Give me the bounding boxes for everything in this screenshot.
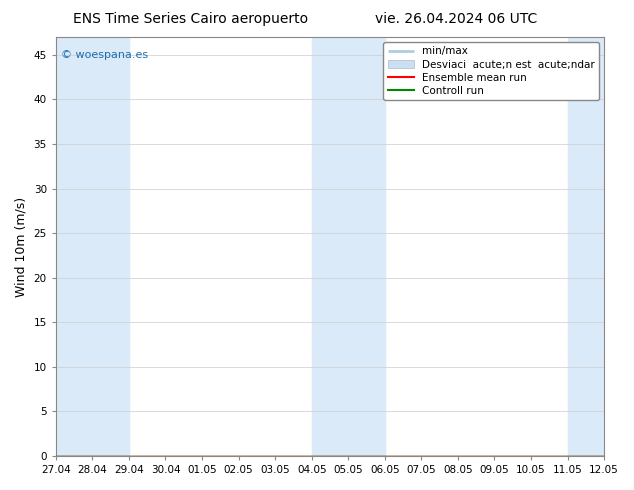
- Bar: [312, 37, 348, 456]
- Text: © woespana.es: © woespana.es: [61, 49, 148, 60]
- Bar: [348, 37, 385, 456]
- Text: vie. 26.04.2024 06 UTC: vie. 26.04.2024 06 UTC: [375, 12, 538, 26]
- Text: ENS Time Series Cairo aeropuerto: ENS Time Series Cairo aeropuerto: [73, 12, 307, 26]
- Bar: [93, 37, 129, 456]
- Bar: [56, 37, 93, 456]
- Y-axis label: Wind 10m (m/s): Wind 10m (m/s): [15, 196, 28, 296]
- Bar: [567, 37, 604, 456]
- Legend: min/max, Desviaci  acute;n est  acute;ndar, Ensemble mean run, Controll run: min/max, Desviaci acute;n est acute;ndar…: [384, 42, 599, 100]
